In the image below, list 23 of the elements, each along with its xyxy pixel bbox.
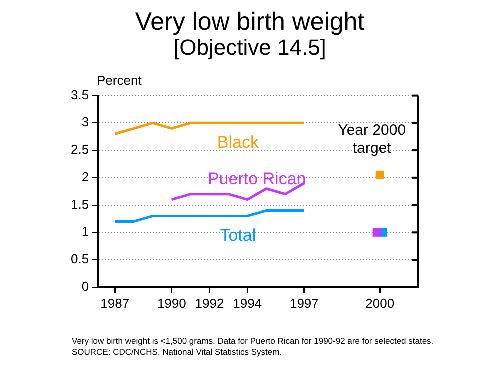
y-tick-label: 0.5 bbox=[70, 252, 90, 267]
y-tick-label: 3.5 bbox=[70, 87, 90, 102]
y-tick-label: 2.5 bbox=[70, 142, 90, 158]
x-tick-label: 1990 bbox=[157, 296, 186, 311]
x-tick-label: 1992 bbox=[195, 296, 224, 311]
chart-subtitle: [Objective 14.5] bbox=[174, 35, 326, 61]
source-note: SOURCE: CDC/NCHS, National Vital Statistics System. bbox=[72, 347, 284, 358]
y-tick-label: 2 bbox=[82, 169, 90, 184]
y-axis-title: Percent bbox=[97, 73, 142, 88]
series-label: Puerto Rican bbox=[208, 170, 306, 188]
y-tick-label: 1 bbox=[82, 224, 90, 240]
x-tick-label: 2000 bbox=[366, 296, 395, 311]
text: Very low birth weight is <1,500 grams. Data for Puerto Rican for 1990-92 are for selected states. bbox=[72, 336, 434, 347]
series-label: Black bbox=[217, 132, 260, 152]
x-tick-label: 1994 bbox=[233, 296, 262, 311]
x-tick-label: 1997 bbox=[290, 296, 319, 311]
annotation: Year 2000 target bbox=[338, 122, 406, 157]
y-tick-label: 0 bbox=[82, 278, 90, 294]
y-tick-label: 3 bbox=[82, 114, 90, 130]
y-tick-label: 1.5 bbox=[70, 196, 90, 212]
chart-title: Very low birth weight bbox=[134, 8, 366, 36]
x-tick-label: 1987 bbox=[100, 296, 130, 311]
series-label: Total bbox=[220, 226, 256, 245]
